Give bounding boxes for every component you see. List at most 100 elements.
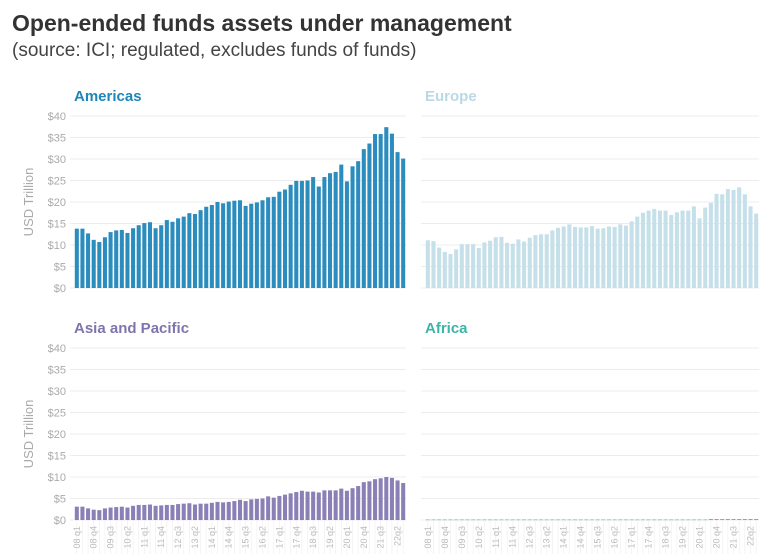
x-tick-label: 13 q2 [190,526,200,549]
bar [299,490,304,520]
bar [499,519,504,521]
bar [164,504,169,520]
y-tick-label: $10 [48,240,66,252]
bar [198,503,203,520]
bar [578,519,583,521]
bar [221,203,226,288]
x-tick-label: 20 q4 [359,526,369,549]
bar [533,235,538,288]
bar [516,239,521,288]
panel-title: Europe [425,88,477,105]
bar [425,240,430,288]
bar [215,202,220,288]
bar [471,244,476,288]
bar [691,206,696,288]
bar [339,164,344,288]
bar [316,186,321,288]
bar [159,505,164,520]
bar [91,509,96,520]
bar [373,479,378,520]
bar [657,519,662,521]
bar [114,507,119,520]
bar [215,501,220,520]
bar [74,228,79,288]
bar [322,490,327,520]
bar [646,210,651,288]
bar [431,241,436,288]
bar [204,503,209,520]
bar [663,210,668,288]
bar [505,519,510,521]
bar [187,213,192,288]
bar [522,519,527,521]
bar [344,490,349,520]
x-tick-label: 21 q3 [729,526,739,549]
bar [80,506,85,520]
bar [686,210,691,288]
bar [680,210,685,288]
bar [125,232,130,288]
bar [482,519,487,521]
bar [401,158,406,288]
x-tick-label: 22q2 [746,526,756,546]
x-tick-label: 11 q1 [139,526,149,548]
bar [311,491,316,520]
bar [482,242,487,288]
bar [373,134,378,288]
bar [510,243,515,288]
bar [254,498,259,520]
bar [646,519,651,521]
bar [589,226,595,288]
bar [652,519,657,521]
bar [731,519,736,520]
bar [361,482,366,520]
bar [488,519,493,521]
bar [282,189,288,288]
bar [618,519,623,521]
bar [142,504,147,520]
bar [102,237,107,288]
bar [516,519,521,521]
bar [294,180,299,288]
bar [384,477,389,520]
x-tick-label: 12 q3 [173,526,183,549]
y-tick-label: $20 [48,197,66,209]
x-tick-label: 16 q2 [258,526,268,549]
bar [277,191,282,288]
x-tick-label: 22q2 [393,526,403,546]
bar [550,519,555,521]
bar [471,519,476,521]
y-tick-label: $40 [48,111,66,123]
bar [748,519,753,520]
bar [305,180,310,288]
bar [465,519,470,521]
bar [635,519,640,521]
bar [476,519,481,521]
bar [561,519,566,521]
bar [742,194,747,288]
x-tick-label: 17 q4 [644,526,654,549]
x-tick-label: 11 q4 [508,526,518,548]
bar [754,213,759,288]
bar [254,202,259,288]
bar [555,519,561,521]
bar [561,226,566,288]
bar [720,194,725,288]
bar [714,519,719,520]
bar [80,228,85,288]
bar [333,490,338,520]
bar [708,519,713,520]
bar [86,233,91,288]
bar [232,501,237,520]
bar [640,519,645,521]
bar [425,519,430,521]
bar [187,503,192,520]
bar [652,208,657,288]
bar [119,506,124,520]
bar [226,201,231,288]
bar [431,519,436,521]
y-tick-label: $40 [48,343,66,355]
y-axis-label: USD Trillion [21,400,36,469]
x-tick-label: 16 q2 [610,526,620,549]
